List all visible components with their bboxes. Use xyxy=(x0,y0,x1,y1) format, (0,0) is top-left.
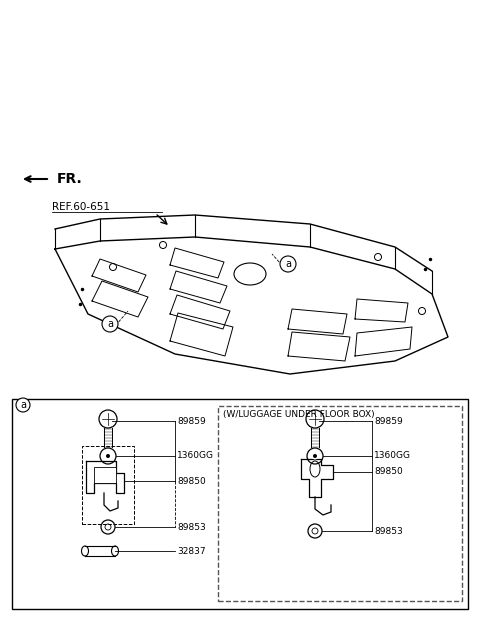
Text: (W/LUGGAGE UNDER FLOOR BOX): (W/LUGGAGE UNDER FLOOR BOX) xyxy=(223,410,374,418)
Polygon shape xyxy=(86,461,124,493)
Text: a: a xyxy=(107,319,113,329)
Bar xyxy=(82,446,134,524)
Bar xyxy=(218,406,462,601)
Circle shape xyxy=(102,316,118,332)
Text: 89859: 89859 xyxy=(374,417,403,425)
Text: 89850: 89850 xyxy=(374,467,403,477)
Circle shape xyxy=(280,256,296,272)
Text: 89853: 89853 xyxy=(374,527,403,535)
Circle shape xyxy=(16,398,30,412)
Polygon shape xyxy=(55,237,448,374)
Text: 89850: 89850 xyxy=(177,477,206,485)
Bar xyxy=(94,467,116,483)
Polygon shape xyxy=(55,215,432,294)
Text: 1360GG: 1360GG xyxy=(374,451,411,461)
Ellipse shape xyxy=(111,546,119,556)
Circle shape xyxy=(312,452,319,459)
Circle shape xyxy=(106,454,110,458)
Text: a: a xyxy=(20,400,26,410)
Polygon shape xyxy=(301,459,333,497)
Text: FR.: FR. xyxy=(57,172,83,186)
Text: 32837: 32837 xyxy=(177,547,205,555)
Circle shape xyxy=(105,452,111,459)
Text: REF.60-651: REF.60-651 xyxy=(52,202,110,212)
Text: a: a xyxy=(285,259,291,269)
Bar xyxy=(12,399,468,609)
Bar xyxy=(85,546,115,556)
Text: 89853: 89853 xyxy=(177,522,206,532)
Text: 1360GG: 1360GG xyxy=(177,451,214,461)
Text: 89859: 89859 xyxy=(177,417,206,425)
Circle shape xyxy=(313,454,317,458)
